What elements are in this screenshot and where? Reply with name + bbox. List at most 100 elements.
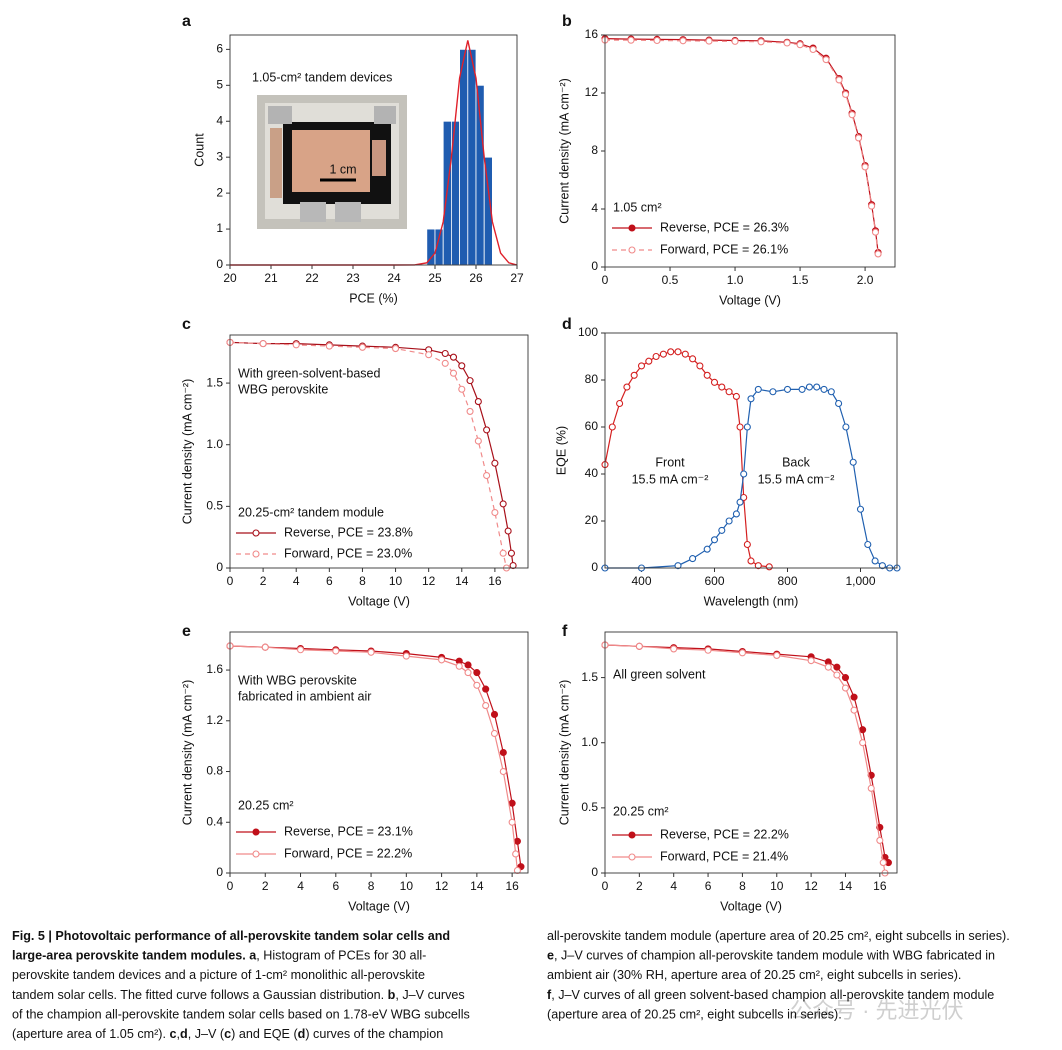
legend-marker xyxy=(628,246,636,254)
data-point xyxy=(608,423,616,431)
x-tick-label: 2 xyxy=(262,879,269,893)
series-line xyxy=(229,645,518,871)
annotation: 15.5 mA cm⁻² xyxy=(758,472,835,486)
data-point xyxy=(871,228,880,236)
legend-label: Reverse, PCE = 23.1% xyxy=(284,824,413,838)
x-axis-label: Voltage (V) xyxy=(720,899,782,913)
x-axis-label: Wavelength (nm) xyxy=(704,594,799,608)
annotation: fabricated in ambient air xyxy=(238,689,371,703)
data-point xyxy=(809,45,817,54)
y-tick-label: 100 xyxy=(578,325,598,339)
plot-frame xyxy=(604,631,898,874)
x-tick-label: 1,000 xyxy=(845,574,875,588)
data-point xyxy=(783,39,791,47)
data-point xyxy=(725,388,733,396)
data-point xyxy=(798,385,806,393)
y-tick-label: 3 xyxy=(216,149,223,163)
data-point xyxy=(773,651,781,659)
x-tick-label: 6 xyxy=(332,879,339,893)
data-point xyxy=(689,555,697,563)
data-point xyxy=(833,671,841,679)
caption-text: (aperture area of 20.25 cm², eight subce… xyxy=(547,1007,842,1021)
data-point xyxy=(491,508,499,517)
y-tick-label: 1.0 xyxy=(206,437,223,451)
watermark: 公众号 · 先进光伏 xyxy=(790,998,964,1023)
data-point xyxy=(499,748,507,757)
x-tick-label: 800 xyxy=(777,574,797,588)
data-point xyxy=(859,739,867,747)
data-point xyxy=(296,646,305,654)
x-axis-label: PCE (%) xyxy=(349,291,398,305)
data-point xyxy=(738,649,746,657)
x-tick-label: 14 xyxy=(455,574,469,588)
y-tick-label: 2 xyxy=(216,185,223,199)
x-tick-label: 0 xyxy=(227,879,234,893)
y-tick-label: 6 xyxy=(216,42,223,56)
data-point xyxy=(835,76,843,84)
data-point xyxy=(674,562,682,570)
data-point xyxy=(740,470,748,478)
x-tick-label: 1.5 xyxy=(792,273,809,287)
panel-label: d xyxy=(562,316,572,333)
caption-text: ambient air (30% RH, aperture area of 20… xyxy=(547,968,961,982)
data-point xyxy=(674,348,682,356)
data-point xyxy=(332,647,340,655)
caption-line: e, J–V curves of champion all-perovskite… xyxy=(547,949,995,963)
data-point xyxy=(703,371,711,379)
data-point xyxy=(512,850,520,858)
plot-frame xyxy=(229,631,529,874)
caption-text: d xyxy=(180,1027,188,1041)
panel-label: e xyxy=(182,623,191,640)
x-tick-label: 14 xyxy=(470,879,484,893)
bar xyxy=(459,48,469,266)
y-axis-label: Current density (mA cm⁻²) xyxy=(557,78,571,224)
legend-marker xyxy=(252,828,260,836)
data-point xyxy=(718,526,726,534)
x-axis-label: Voltage (V) xyxy=(719,293,781,307)
legend-marker xyxy=(252,550,260,558)
data-point xyxy=(458,385,466,393)
x-tick-label: 6 xyxy=(326,574,333,588)
data-point xyxy=(261,643,269,651)
data-point xyxy=(499,549,507,557)
data-point xyxy=(425,351,433,359)
data-point xyxy=(725,517,733,525)
data-point xyxy=(483,471,491,480)
data-point xyxy=(637,362,646,370)
x-tick-label: 400 xyxy=(631,574,651,588)
series-line xyxy=(229,645,522,867)
y-tick-label: 60 xyxy=(585,419,599,433)
x-tick-label: 12 xyxy=(422,574,436,588)
data-point xyxy=(466,407,474,415)
x-tick-label: 4 xyxy=(297,879,304,893)
data-point xyxy=(855,134,863,142)
legend-marker xyxy=(628,224,636,232)
caption-text: , J–V curves of champion all-perovskite … xyxy=(554,949,995,963)
data-point xyxy=(449,369,458,377)
caption-line: ambient air (30% RH, aperture area of 20… xyxy=(547,968,961,982)
y-tick-label: 0.4 xyxy=(206,814,223,828)
data-point xyxy=(630,371,638,379)
data-point xyxy=(827,388,835,396)
caption-text: ) curves of the champion xyxy=(305,1027,443,1041)
y-tick-label: 4 xyxy=(591,201,598,215)
data-point xyxy=(623,383,631,391)
caption-text: , J–V curves xyxy=(395,988,464,1002)
x-tick-label: 600 xyxy=(704,574,724,588)
data-point xyxy=(466,377,474,385)
data-point xyxy=(850,693,858,701)
annotation: 1 cm xyxy=(329,162,356,176)
data-point xyxy=(705,37,713,45)
caption-text: e xyxy=(547,949,554,963)
y-axis-label: Count xyxy=(192,133,206,167)
legend-label: Reverse, PCE = 23.8% xyxy=(284,525,413,539)
data-point xyxy=(670,645,678,653)
x-tick-label: 4 xyxy=(293,574,300,588)
y-tick-label: 0.8 xyxy=(206,764,223,778)
panel-label: a xyxy=(182,13,191,30)
y-tick-label: 0 xyxy=(216,865,223,879)
data-point xyxy=(805,383,813,391)
data-point xyxy=(841,674,850,682)
caption-text: , J–V ( xyxy=(188,1027,225,1041)
y-tick-label: 0 xyxy=(591,865,598,879)
